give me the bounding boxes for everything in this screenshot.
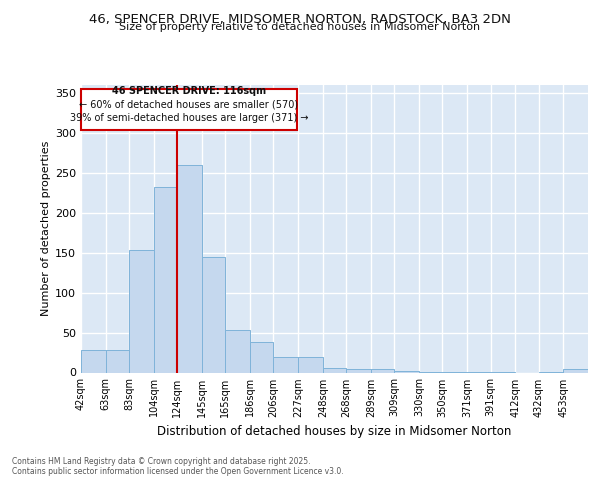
Bar bbox=[250, 342, 274, 372]
Text: 39% of semi-detached houses are larger (371) →: 39% of semi-detached houses are larger (… bbox=[70, 113, 308, 123]
FancyBboxPatch shape bbox=[81, 89, 297, 130]
Bar bbox=[346, 368, 371, 372]
Bar bbox=[154, 187, 177, 372]
Text: Contains HM Land Registry data © Crown copyright and database right 2025.: Contains HM Land Registry data © Crown c… bbox=[12, 458, 311, 466]
Text: Contains public sector information licensed under the Open Government Licence v3: Contains public sector information licen… bbox=[12, 468, 344, 476]
Text: 46 SPENCER DRIVE: 116sqm: 46 SPENCER DRIVE: 116sqm bbox=[112, 86, 266, 96]
Bar bbox=[226, 330, 250, 372]
X-axis label: Distribution of detached houses by size in Midsomer Norton: Distribution of detached houses by size … bbox=[157, 425, 512, 438]
Bar bbox=[202, 256, 226, 372]
Bar bbox=[106, 350, 129, 372]
Bar bbox=[371, 370, 394, 372]
Bar bbox=[129, 250, 154, 372]
Bar bbox=[563, 370, 588, 372]
Y-axis label: Number of detached properties: Number of detached properties bbox=[41, 141, 51, 316]
Text: 46, SPENCER DRIVE, MIDSOMER NORTON, RADSTOCK, BA3 2DN: 46, SPENCER DRIVE, MIDSOMER NORTON, RADS… bbox=[89, 12, 511, 26]
Text: ← 60% of detached houses are smaller (570): ← 60% of detached houses are smaller (57… bbox=[79, 100, 299, 110]
Bar bbox=[298, 358, 323, 372]
Bar bbox=[274, 358, 298, 372]
Bar bbox=[323, 368, 346, 372]
Text: Size of property relative to detached houses in Midsomer Norton: Size of property relative to detached ho… bbox=[119, 22, 481, 32]
Bar bbox=[177, 165, 202, 372]
Bar bbox=[81, 350, 106, 372]
Bar bbox=[394, 371, 419, 372]
